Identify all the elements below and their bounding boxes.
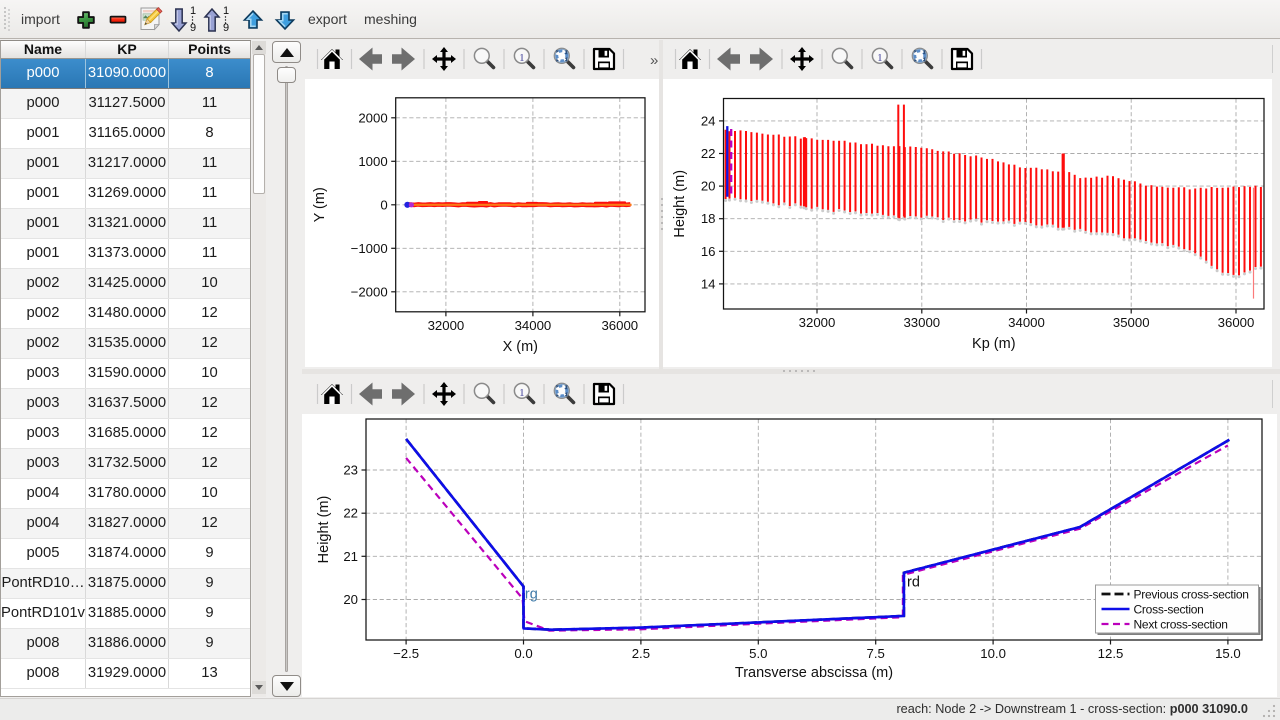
svg-text:15.0: 15.0 [1215, 646, 1241, 661]
svg-text:20: 20 [343, 592, 358, 607]
svg-text:Previous cross-section: Previous cross-section [1134, 588, 1249, 602]
svg-text:12.5: 12.5 [1098, 646, 1124, 661]
svg-text:21: 21 [343, 549, 358, 564]
svg-text:Next cross-section: Next cross-section [1134, 618, 1228, 632]
svg-text:1: 1 [190, 5, 196, 17]
svg-text:Height (m): Height (m) [672, 170, 688, 238]
svg-text:Cross-section: Cross-section [1134, 603, 1204, 617]
svg-text:Y (m): Y (m) [312, 187, 328, 222]
svg-text:10.0: 10.0 [980, 646, 1006, 661]
svg-text:1: 1 [519, 387, 525, 399]
svg-text:X (m): X (m) [503, 339, 538, 355]
svg-text:32000: 32000 [428, 318, 465, 333]
svg-text:rd: rd [907, 575, 920, 591]
svg-text:−1000: −1000 [351, 241, 388, 256]
svg-text:33000: 33000 [903, 315, 940, 330]
svg-text:34000: 34000 [1008, 315, 1045, 330]
svg-text:1: 1 [519, 52, 525, 64]
svg-text:18: 18 [701, 211, 716, 226]
svg-text:Transverse abscissa (m): Transverse abscissa (m) [735, 665, 893, 681]
svg-text:35000: 35000 [1113, 315, 1150, 330]
svg-text:20: 20 [701, 179, 716, 194]
svg-text:rg: rg [525, 587, 538, 603]
svg-text:32000: 32000 [799, 315, 836, 330]
svg-text:5.0: 5.0 [749, 646, 767, 661]
svg-text:Height (m): Height (m) [316, 496, 332, 564]
svg-text:1: 1 [877, 52, 883, 64]
svg-text:−2.5: −2.5 [393, 646, 419, 661]
svg-text:−2000: −2000 [351, 284, 388, 299]
svg-text:Kp (m): Kp (m) [972, 336, 1016, 352]
svg-text:7.5: 7.5 [867, 646, 885, 661]
svg-text:»: » [650, 52, 658, 69]
svg-text:9: 9 [223, 22, 229, 34]
svg-text:1: 1 [223, 5, 229, 17]
svg-text:24: 24 [701, 113, 716, 128]
svg-text:0: 0 [380, 197, 387, 212]
svg-text:14: 14 [701, 276, 716, 291]
svg-text:36000: 36000 [1218, 315, 1255, 330]
svg-text:36000: 36000 [601, 318, 638, 333]
svg-text:34000: 34000 [515, 318, 552, 333]
svg-text:22: 22 [701, 146, 716, 161]
svg-text:16: 16 [701, 244, 716, 259]
svg-text:23: 23 [343, 463, 358, 478]
svg-text:0.0: 0.0 [514, 646, 532, 661]
svg-text:1000: 1000 [358, 154, 387, 169]
svg-text:2000: 2000 [358, 110, 387, 125]
svg-text:22: 22 [343, 506, 358, 521]
svg-text:2.5: 2.5 [632, 646, 650, 661]
svg-text:9: 9 [190, 22, 196, 34]
